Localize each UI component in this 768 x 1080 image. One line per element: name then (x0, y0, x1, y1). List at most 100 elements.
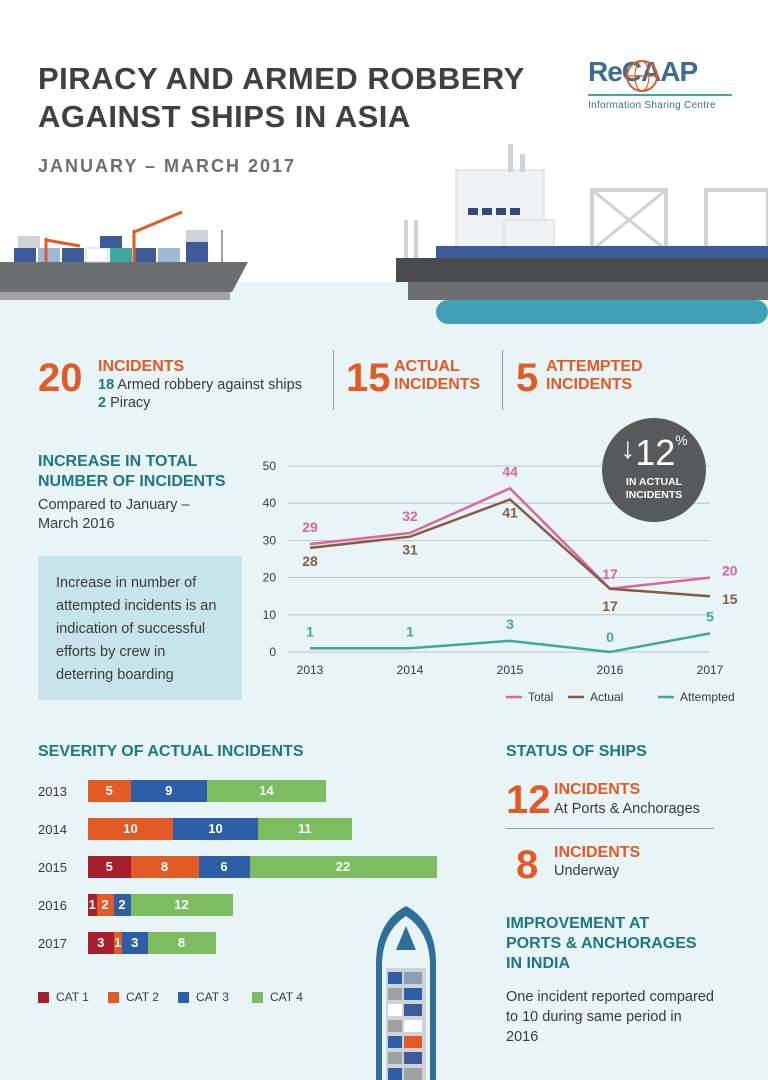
title-line-1: PIRACY AND ARMED ROBBERY (38, 61, 525, 96)
total-incidents-number: 20 (38, 356, 83, 400)
severity-bar-cat-4: 8 (147, 932, 216, 954)
legend-swatch-cat-1 (38, 992, 49, 1003)
legend-label-actual: Actual (590, 690, 623, 704)
severity-bar-cat-2: 2 (96, 894, 114, 916)
ports-number: 12 (506, 778, 551, 822)
title-line-2: AGAINST SHIPS IN ASIA (38, 99, 411, 134)
y-tick-label: 50 (263, 459, 277, 473)
severity-year-label: 2017 (38, 936, 67, 951)
data-label-actual: 31 (402, 542, 418, 558)
attempted-note-box: Increase in number of attempted incident… (38, 556, 242, 700)
increase-sub-1: Compared to January – (38, 497, 190, 513)
data-label-attempted: 1 (306, 623, 314, 639)
x-tick-label: 2013 (297, 663, 324, 677)
severity-bar-cat-4: 22 (249, 856, 437, 878)
armed-robbery-line: 18 Armed robbery against ships (98, 376, 302, 395)
severity-bar-cat-1: 5 (88, 856, 131, 878)
cargo-ship-right-illustration (396, 144, 768, 324)
severity-bar-cat-2: 10 (88, 818, 173, 840)
india-heading-1: IMPROVEMENT AT (506, 915, 650, 932)
logo-subtitle: Information Sharing Centre (588, 100, 716, 111)
underway-label: INCIDENTS (554, 844, 641, 861)
data-label-total: 17 (602, 566, 618, 582)
piracy-label: Piracy (110, 395, 151, 411)
data-label-attempted: 1 (406, 623, 414, 639)
down-arrow-icon: ↓ (620, 432, 636, 465)
india-heading-2: PORTS & ANCHORAGES (506, 935, 697, 952)
increase-sub-2: March 2016 (38, 516, 115, 532)
attempted-incidents-label-1: ATTEMPTED (546, 358, 643, 375)
data-label-attempted: 3 (506, 616, 514, 632)
actual-incidents-label-2: INCIDENTS (394, 376, 481, 393)
y-tick-label: 0 (269, 645, 276, 659)
piracy-line: 2 Piracy (98, 394, 150, 413)
severity-year-label: 2016 (38, 898, 67, 913)
total-incidents-label: INCIDENTS (98, 358, 185, 375)
severity-bar-cat-4: 14 (207, 780, 326, 802)
data-label-actual: 15 (722, 591, 738, 607)
status-heading: STATUS OF SHIPS (506, 743, 647, 760)
series-line-total (309, 486, 711, 591)
india-body: One incident reported compared to 10 dur… (506, 989, 714, 1045)
data-label-total: 29 (302, 519, 318, 535)
severity-year-label: 2014 (38, 822, 67, 837)
underway-sub: Underway (554, 863, 620, 879)
severity-bar-cat-2: 1 (113, 932, 122, 954)
attempted-incidents-label-2: INCIDENTS (546, 376, 633, 393)
legend-label-attempted: Attempted (680, 690, 735, 704)
legend-swatch-cat-2 (108, 992, 119, 1003)
severity-heading: SEVERITY OF ACTUAL INCIDENTS (38, 743, 304, 760)
summary-divider-1 (333, 350, 334, 410)
actual-incidents-number: 15 (346, 356, 391, 400)
globe-icon (626, 60, 658, 92)
increase-heading-1: INCREASE IN TOTAL (38, 453, 198, 470)
y-tick-label: 40 (263, 496, 277, 510)
severity-year-label: 2013 (38, 784, 67, 799)
legend-label-cat-2: CAT 2 (126, 990, 159, 1004)
severity-bar-cat-1: 1 (88, 894, 97, 916)
status-divider (506, 828, 714, 829)
ship-topview-illustration (376, 906, 436, 1080)
data-label-total: 32 (402, 508, 418, 524)
data-label-actual: 28 (302, 553, 318, 569)
severity-bar-cat-2: 8 (130, 856, 199, 878)
severity-bar-cat-4: 12 (130, 894, 233, 916)
logo-underline (588, 94, 732, 96)
severity-bar-cat-3: 3 (122, 932, 148, 954)
legend-label-total: Total (528, 690, 553, 704)
badge-percent: % (675, 432, 688, 448)
severity-bar-chart: 2013 5 9 14 2014 10 10 11 2015 5 8 6 22 2016 1 2 2 12 2017… (0, 770, 480, 970)
badge-label-1: IN ACTUAL (625, 476, 683, 488)
severity-year-label: 2015 (38, 860, 67, 875)
page-title: PIRACY AND ARMED ROBBERY AGAINST SHIPS I… (38, 60, 525, 136)
y-tick-label: 20 (263, 571, 277, 585)
y-tick-label: 10 (263, 608, 277, 622)
severity-legend: CAT 1 CAT 2 CAT 3 CAT 4 (38, 990, 398, 1006)
recaap-logo: ReCAAP Information Sharing Centre (588, 56, 732, 116)
data-label-total: 44 (502, 463, 518, 479)
severity-bar-cat-3: 9 (130, 780, 207, 802)
india-heading-3: IN INDIA (506, 955, 570, 972)
decrease-badge: ↓12% IN ACTUAL INCIDENTS (602, 418, 706, 522)
x-tick-label: 2015 (497, 663, 524, 677)
severity-bar-cat-3: 10 (173, 818, 258, 840)
x-tick-label: 2014 (397, 663, 424, 677)
badge-value-row: ↓12% (602, 432, 706, 474)
legend-label-cat-4: CAT 4 (270, 990, 303, 1004)
legend-label-cat-1: CAT 1 (56, 990, 89, 1004)
legend-swatch-cat-3 (178, 992, 189, 1003)
x-tick-label: 2016 (597, 663, 624, 677)
series-line-actual (309, 498, 711, 598)
increase-heading-2: NUMBER OF INCIDENTS (38, 473, 226, 490)
legend-swatch-cat-4 (252, 992, 263, 1003)
severity-bar-cat-3: 6 (198, 856, 250, 878)
x-tick-label: 2017 (697, 663, 724, 677)
data-label-total: 20 (722, 563, 738, 579)
ports-label: INCIDENTS (554, 781, 641, 798)
data-label-actual: 17 (602, 598, 618, 614)
summary-divider-2 (502, 350, 503, 410)
severity-bar-cat-3: 2 (113, 894, 131, 916)
attempted-note-text: Increase in number of attempted incident… (56, 575, 217, 683)
severity-bar-cat-1: 3 (88, 932, 114, 954)
